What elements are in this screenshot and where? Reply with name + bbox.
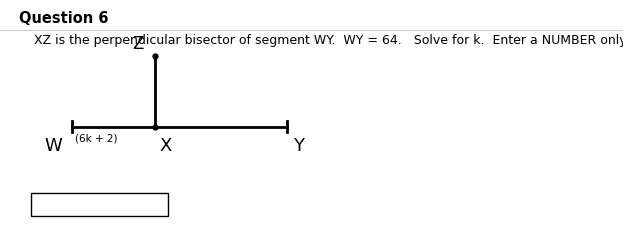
Text: Y: Y	[293, 136, 304, 154]
Text: Question 6: Question 6	[19, 11, 108, 26]
Text: XZ is the perpendicular bisector of segment WY.  WY = 64.   Solve for k.  Enter : XZ is the perpendicular bisector of segm…	[34, 34, 623, 47]
Text: Z: Z	[132, 35, 143, 53]
Text: W: W	[45, 136, 62, 154]
FancyBboxPatch shape	[31, 194, 168, 216]
Text: X: X	[159, 136, 172, 154]
Text: (6k + 2): (6k + 2)	[75, 133, 117, 143]
